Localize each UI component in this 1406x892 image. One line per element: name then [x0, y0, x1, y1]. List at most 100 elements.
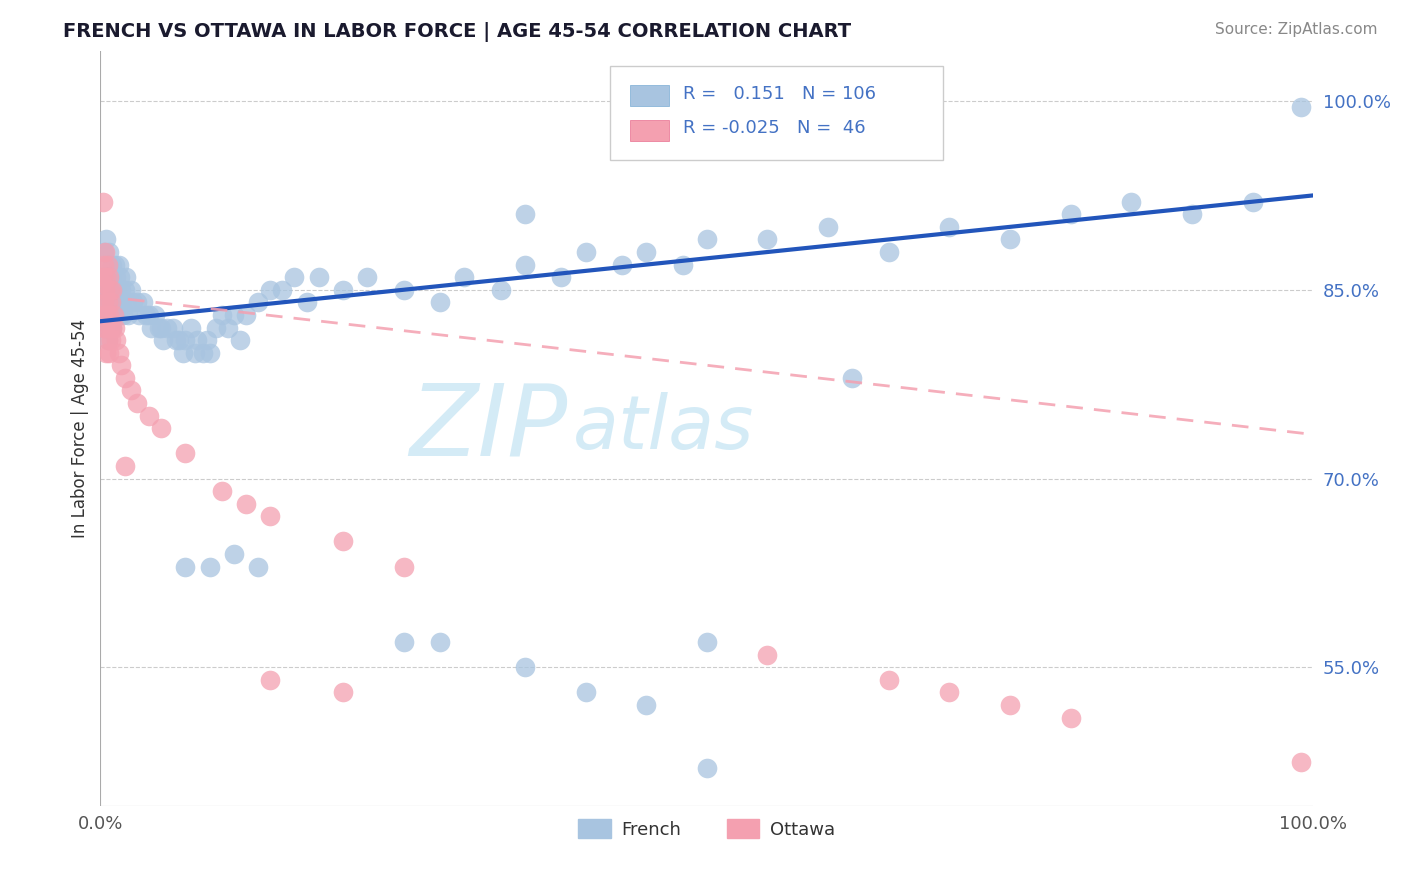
Point	[103, 283, 125, 297]
Point	[1181, 207, 1204, 221]
Point	[198, 345, 221, 359]
Point	[97, 295, 120, 310]
Point	[150, 421, 173, 435]
Text: R = -0.025   N =  46: R = -0.025 N = 46	[682, 120, 865, 137]
Point	[392, 635, 415, 649]
Point	[247, 559, 270, 574]
Point	[101, 270, 124, 285]
Point	[125, 295, 148, 310]
Point	[97, 345, 120, 359]
Point	[90, 277, 112, 291]
Point	[1060, 207, 1083, 221]
Point	[295, 295, 318, 310]
Point	[93, 283, 115, 297]
Point	[513, 258, 536, 272]
FancyBboxPatch shape	[610, 66, 943, 161]
Point	[108, 308, 131, 322]
Point	[104, 320, 127, 334]
FancyBboxPatch shape	[630, 85, 669, 106]
Point	[96, 270, 118, 285]
Point	[356, 270, 378, 285]
Point	[217, 320, 239, 334]
Point	[110, 358, 132, 372]
Point	[198, 559, 221, 574]
Point	[756, 232, 779, 246]
Point	[235, 497, 257, 511]
Point	[94, 283, 117, 297]
Point	[756, 648, 779, 662]
Point	[550, 270, 572, 285]
Point	[100, 320, 122, 334]
Point	[184, 345, 207, 359]
Point	[143, 308, 166, 322]
Point	[104, 295, 127, 310]
Point	[120, 384, 142, 398]
Point	[97, 308, 120, 322]
Point	[97, 258, 120, 272]
Point	[193, 345, 215, 359]
Point	[156, 320, 179, 334]
Point	[165, 333, 187, 347]
Point	[97, 308, 120, 322]
Point	[332, 534, 354, 549]
Y-axis label: In Labor Force | Age 45-54: In Labor Force | Age 45-54	[72, 318, 89, 538]
Point	[877, 673, 900, 687]
Point	[696, 232, 718, 246]
Point	[98, 295, 121, 310]
Point	[574, 245, 596, 260]
Point	[122, 295, 145, 310]
Point	[259, 673, 281, 687]
Point	[107, 345, 129, 359]
Point	[138, 409, 160, 423]
Point	[1121, 194, 1143, 209]
FancyBboxPatch shape	[630, 120, 669, 141]
Point	[98, 320, 121, 334]
Point	[308, 270, 330, 285]
Point	[107, 258, 129, 272]
Point	[141, 320, 163, 334]
Point	[94, 245, 117, 260]
Point	[259, 509, 281, 524]
Point	[98, 283, 121, 297]
Point	[98, 320, 121, 334]
Point	[1060, 711, 1083, 725]
Point	[513, 207, 536, 221]
Point	[125, 396, 148, 410]
Point	[91, 295, 114, 310]
Point	[998, 698, 1021, 712]
Point	[94, 320, 117, 334]
Point	[101, 295, 124, 310]
Point	[97, 308, 120, 322]
Point	[283, 270, 305, 285]
Point	[817, 219, 839, 234]
Point	[100, 295, 122, 310]
Point	[574, 685, 596, 699]
Point	[696, 761, 718, 775]
Point	[97, 333, 120, 347]
Point	[489, 283, 512, 297]
Point	[636, 698, 658, 712]
Point	[104, 258, 127, 272]
Point	[91, 194, 114, 209]
Point	[696, 635, 718, 649]
Point	[120, 283, 142, 297]
Point	[204, 320, 226, 334]
Point	[186, 333, 208, 347]
Point	[211, 484, 233, 499]
Point	[107, 295, 129, 310]
Point	[180, 320, 202, 334]
Point	[222, 547, 245, 561]
Point	[998, 232, 1021, 246]
Point	[93, 295, 115, 310]
Point	[105, 333, 128, 347]
Point	[1241, 194, 1264, 209]
Point	[100, 333, 122, 347]
Point	[108, 270, 131, 285]
Point	[91, 308, 114, 322]
Point	[97, 270, 120, 285]
Point	[93, 320, 115, 334]
Point	[211, 308, 233, 322]
Point	[96, 345, 118, 359]
Point	[332, 685, 354, 699]
Point	[97, 283, 120, 297]
